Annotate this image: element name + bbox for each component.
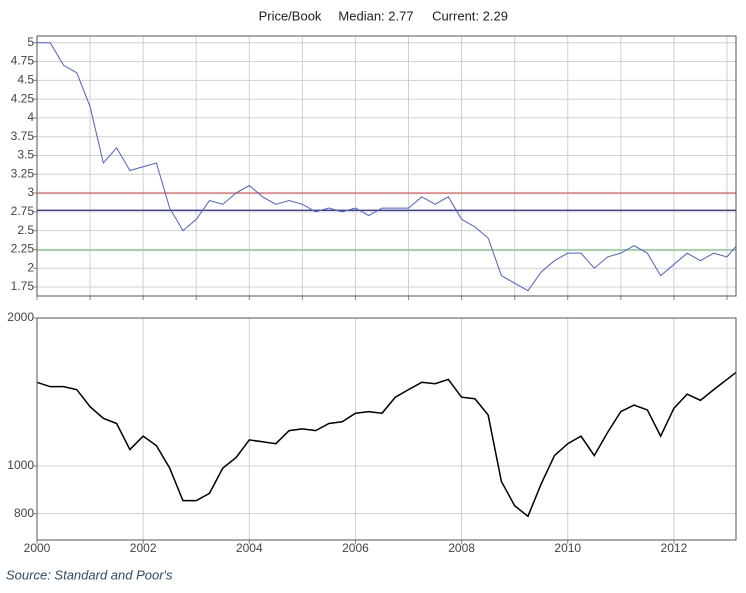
y-tick-label: 1.75 bbox=[11, 279, 35, 293]
annotation: Current: 2.29 bbox=[432, 8, 508, 23]
x-tick-label: 2012 bbox=[661, 541, 688, 555]
x-tick-label: 2006 bbox=[342, 541, 369, 555]
source: Source: Standard and Poor's bbox=[6, 567, 173, 582]
y-tick-label: 2.25 bbox=[11, 242, 35, 256]
y-tick-label: 800 bbox=[14, 506, 34, 520]
y-tick-label: 2 bbox=[27, 260, 34, 274]
y-tick-label: 4.5 bbox=[17, 73, 34, 87]
plot-frame bbox=[36, 35, 737, 297]
x-tick-label: 2000 bbox=[24, 541, 51, 555]
y-tick-label: 5 bbox=[27, 35, 34, 49]
y-tick-label: 3.5 bbox=[17, 148, 34, 162]
y-tick-label: 1000 bbox=[7, 458, 34, 472]
y-tick-label: 3.75 bbox=[11, 129, 35, 143]
data-line bbox=[37, 42, 737, 292]
y-tick-label: 2.5 bbox=[17, 223, 34, 237]
x-tick-label: 2010 bbox=[554, 541, 581, 555]
x-tick-label: 2002 bbox=[130, 541, 157, 555]
y-tick-label: 3.25 bbox=[11, 166, 35, 180]
x-tick-label: 2008 bbox=[448, 541, 475, 555]
data-line bbox=[36, 371, 737, 518]
y-tick-label: 4.25 bbox=[11, 91, 35, 105]
chart-title: Price/Book bbox=[259, 8, 322, 23]
plot-frame bbox=[36, 317, 737, 541]
annotation: Median: 2.77 bbox=[338, 8, 413, 23]
y-tick-label: 3 bbox=[27, 185, 34, 199]
x-tick-label: 2004 bbox=[236, 541, 263, 555]
y-tick-label: 2000 bbox=[7, 310, 34, 324]
y-tick-label: 2.75 bbox=[11, 204, 35, 218]
y-tick-label: 4.75 bbox=[11, 54, 35, 68]
y-tick-label: 4 bbox=[27, 110, 34, 124]
